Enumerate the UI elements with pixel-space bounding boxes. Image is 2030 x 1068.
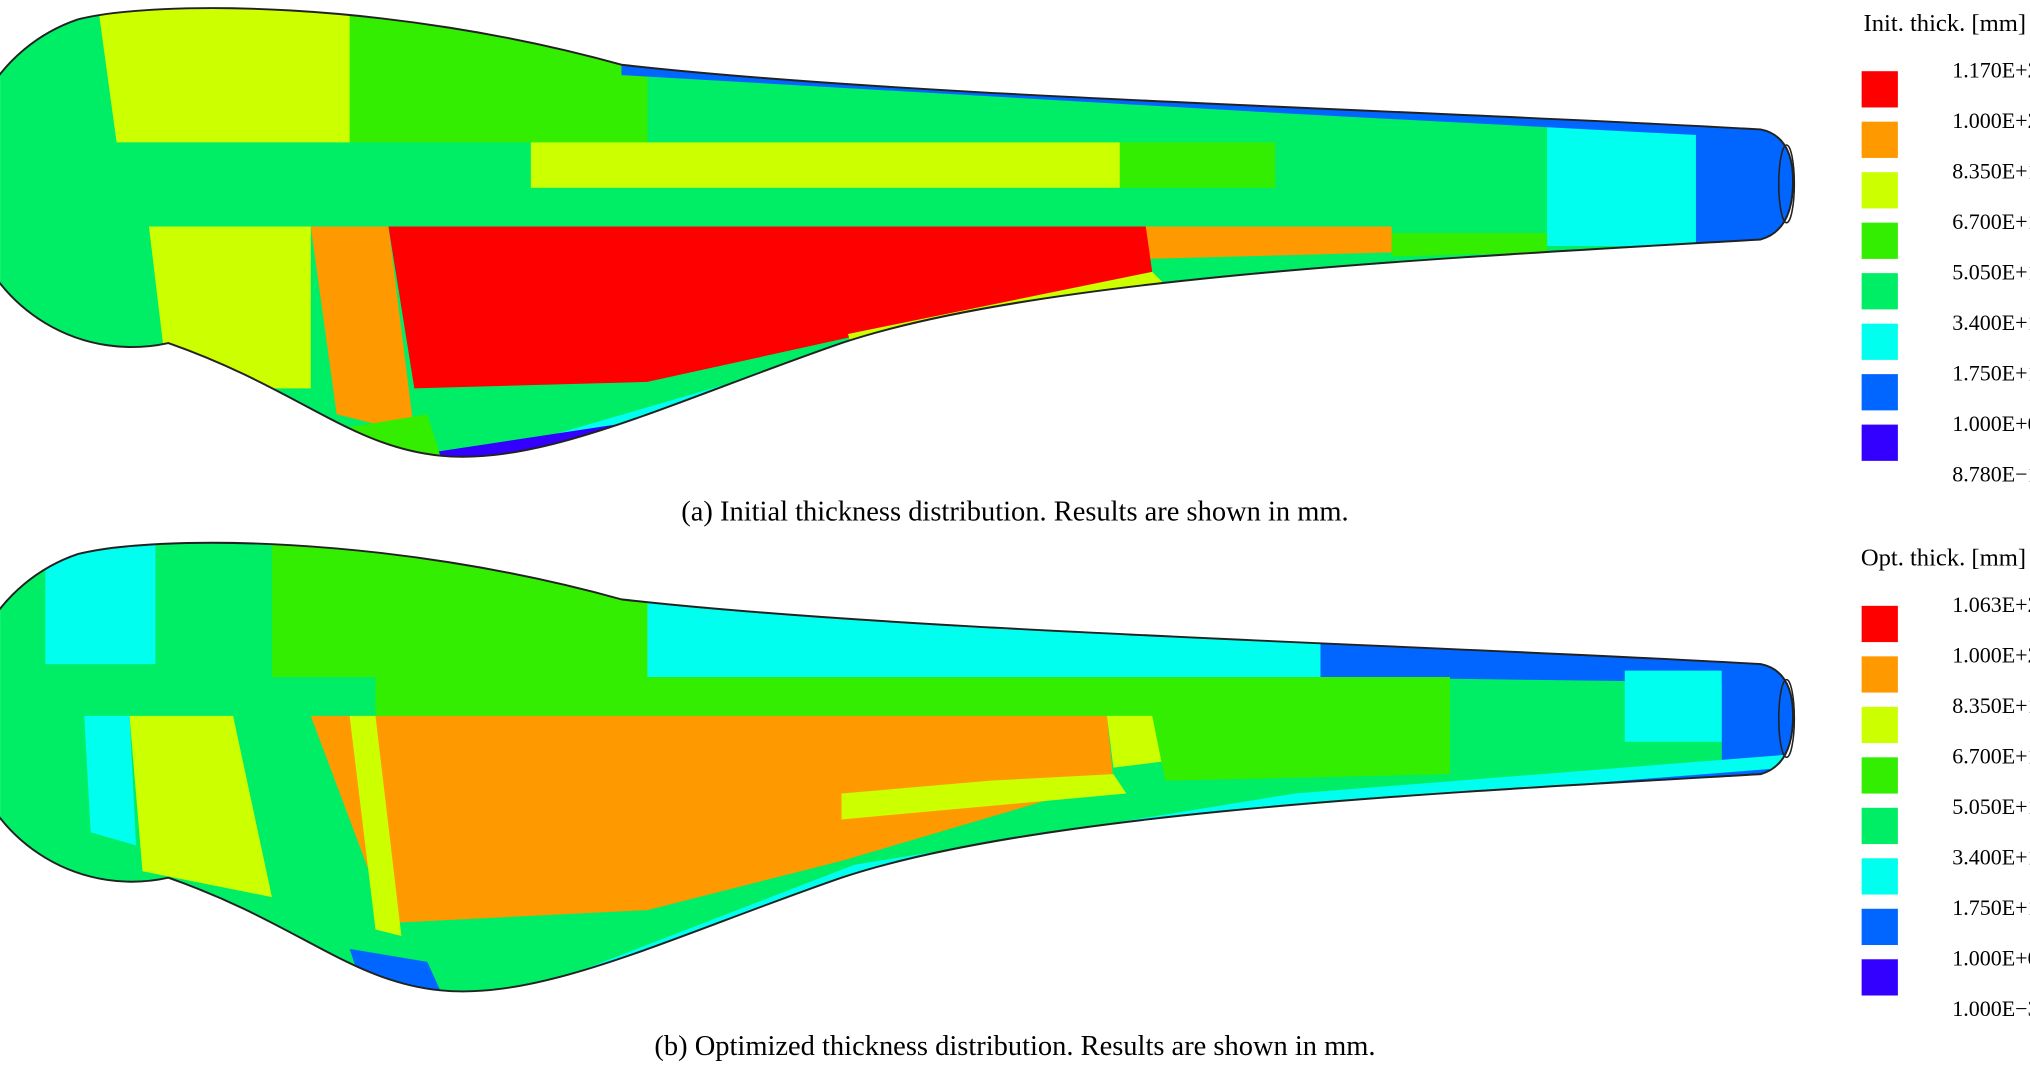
legend-swatch	[1861, 121, 1898, 158]
legend-swatch	[1861, 706, 1898, 744]
legend-swatch	[1861, 323, 1898, 360]
blade-tip	[1778, 678, 1796, 759]
thickness-region	[129, 715, 272, 898]
thickness-region	[375, 677, 1450, 723]
legend-label: 5.050E+1	[1952, 259, 2030, 284]
legend-label: 1.000E+0	[1952, 411, 2030, 436]
legend-label: 1.000E+0	[1952, 946, 2030, 971]
legend-swatch	[1861, 858, 1898, 895]
thickness-region	[1152, 715, 1450, 781]
legend-label: 8.350E+1	[1952, 693, 2030, 718]
thickness-region	[271, 542, 674, 678]
legend-swatch	[1861, 807, 1898, 845]
legend-label: 6.700E+1	[1952, 209, 2030, 234]
legend-label: 1.750E+1	[1952, 360, 2030, 385]
thickness-region	[148, 226, 311, 389]
legend-swatch	[1861, 374, 1898, 411]
thickness-region	[1145, 226, 1392, 259]
thickness-region	[388, 226, 1153, 389]
thickness-region	[647, 599, 1321, 678]
thickness-region	[1695, 122, 1794, 246]
legend-label: 3.400E+1	[1952, 310, 2030, 335]
panel: Opt. thick. [mm] 1.063E+2 1.000E+2 8.350E+1…	[0, 541, 2030, 1062]
legend-swatch	[1861, 605, 1898, 643]
legend-swatch	[1861, 424, 1898, 461]
thickness-region	[1624, 670, 1722, 742]
thickness-region	[1119, 142, 1276, 188]
legend-label: 1.000E+2	[1952, 108, 2030, 133]
thickness-region	[1106, 715, 1166, 768]
legend-swatch	[1861, 908, 1898, 946]
legend-label: 1.063E+2	[1952, 592, 2030, 617]
panel: Init. thick. [mm] 1.170E+2 1.000E+2 8.350E+…	[0, 7, 2030, 527]
legend-title: Opt. thick. [mm]	[1861, 545, 2026, 572]
thickness-region	[841, 774, 1127, 820]
thickness-region	[336, 8, 648, 143]
legend-title: Init. thick. [mm]	[1864, 10, 2026, 37]
thickness-region	[45, 542, 156, 665]
blade	[0, 542, 1794, 992]
caption: (a) Initial thickness distribution. Resu…	[681, 496, 1348, 527]
thickness-region	[310, 715, 1114, 924]
legend-label: 5.050E+1	[1952, 794, 2030, 819]
thickness-region	[530, 142, 1120, 188]
legend-label: 8.350E+1	[1952, 159, 2030, 184]
legend-swatch	[1861, 222, 1898, 259]
caption: (b) Optimized thickness distribution. Re…	[654, 1031, 1375, 1062]
legend-swatch	[1861, 656, 1898, 693]
legend-swatch	[1861, 172, 1898, 209]
legend-label: 1.750E+1	[1952, 895, 2030, 920]
blade-outline	[0, 7, 1794, 458]
blade	[0, 8, 1794, 457]
legend-label: 6.700E+1	[1952, 744, 2030, 769]
thickness-region	[1391, 233, 1548, 257]
thickness-region	[310, 226, 415, 434]
thickness-region	[84, 715, 137, 846]
blade-tip	[1778, 144, 1796, 224]
blade-outline	[0, 541, 1794, 993]
thickness-region	[349, 715, 402, 936]
legend-swatch	[1861, 959, 1898, 996]
legend-label: 1.000E+2	[1952, 643, 2030, 668]
legend-swatch	[1861, 757, 1898, 794]
legend-swatch	[1861, 71, 1898, 108]
legend-label: 3.400E+1	[1952, 845, 2030, 870]
legend-label: 8.780E−1	[1952, 461, 2030, 486]
legend-swatch	[1861, 273, 1898, 310]
thickness-region	[97, 8, 350, 143]
legend-label: 1.170E+2	[1952, 58, 2030, 83]
legend-label: 1.000E−3	[1952, 996, 2030, 1021]
